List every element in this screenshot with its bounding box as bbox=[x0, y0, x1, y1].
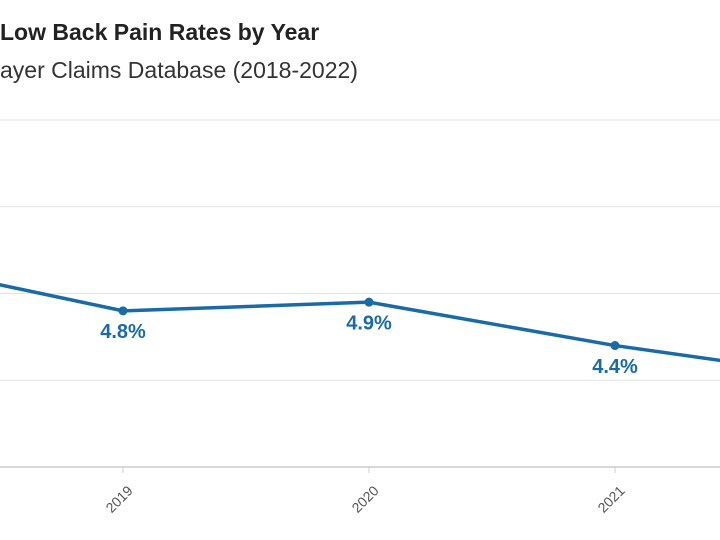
x-tick-label: 2020 bbox=[348, 482, 381, 515]
x-tick-label: 2021 bbox=[594, 482, 627, 515]
x-tick-label: 2019 bbox=[102, 482, 135, 515]
chart-subtitle: ayer Claims Database (2018-2022) bbox=[0, 57, 358, 83]
data-label: 4.9% bbox=[346, 312, 392, 334]
data-label: 4.4% bbox=[592, 356, 638, 378]
data-label: 4.8% bbox=[100, 321, 146, 343]
chart-title: Low Back Pain Rates by Year bbox=[0, 19, 319, 45]
point bbox=[610, 341, 620, 351]
point bbox=[364, 297, 374, 307]
point bbox=[118, 306, 128, 316]
